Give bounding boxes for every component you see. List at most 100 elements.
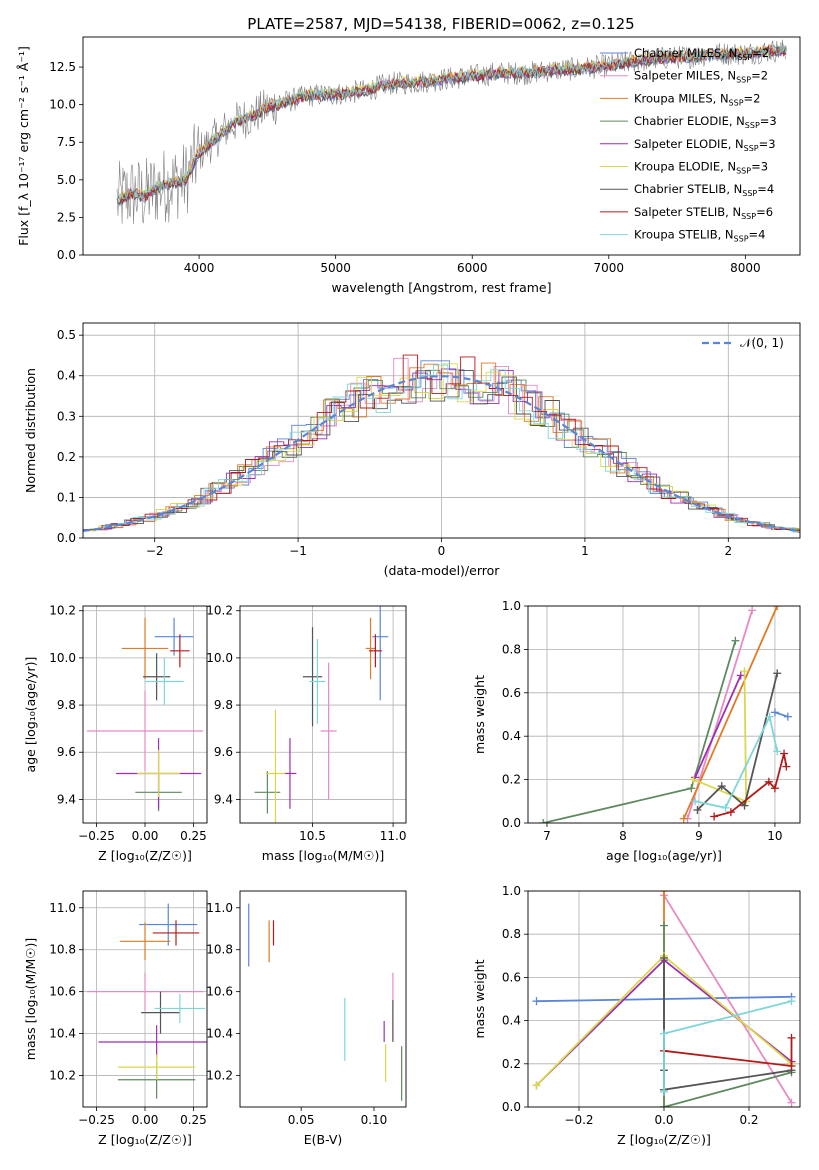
series-line [682,606,779,820]
error-bar-chabrier-stelib [143,653,171,701]
y-tick-label: 0.0 [57,531,76,545]
y-tick-label: 0.4 [57,369,76,383]
x-tick-label: 9 [695,829,703,843]
error-bar-salpeter-miles [320,662,337,800]
x-tick-label: 6000 [457,261,488,275]
plot-area [248,903,403,1101]
plot-area [86,903,207,1099]
axes-frame [82,322,801,539]
x-tick-label: 0.25 [180,829,207,843]
x-tick-label: 0 [438,544,446,558]
axes-age_vs_Z: −0.25 0.00 0.25 9.4 9.6 9.8 10.0 10.2 Z [log₁₀(Z… [23,604,208,863]
legend-label: Salpeter STELIB, NSSP=6 [634,205,773,221]
error-bar-kroupa-elodie [117,1054,196,1080]
y-tick-label: 11.0 [49,901,76,915]
x-axis-label: Z [log₁₀(Z/Z☉)] [98,1132,192,1147]
legend-label: Salpeter ELODIE, NSSP=3 [634,137,776,153]
y-tick-label: 0.4 [502,1014,521,1028]
legend-label: Chabrier MILES, NSSP=2 [634,46,769,62]
model-spectrum-kroupa-stelib [116,43,787,203]
histogram-kroupa-stelib [89,364,800,533]
y-tick-label: 0.4 [502,729,521,743]
ticks: 10.5 11.0 9.4 9.6 9.8 10.0 10.2 [206,604,406,843]
y-tick-label: 10.0 [206,651,233,665]
series-kroupa-stelib [660,997,796,1096]
y-tick-label: 10.2 [49,604,76,618]
plot-area [539,606,792,823]
x-tick-label: 5000 [320,261,351,275]
y-axis-label: age [log₁₀(age/yr)] [23,657,38,773]
axes-frame [527,890,801,1108]
y-tick-label: 0.0 [502,816,521,830]
error-bar-salpeter-elodie [283,738,297,809]
error-bar-chabrier-stelib [302,627,323,727]
histogram-kroupa-elodie [84,363,800,531]
plot-area [86,617,204,812]
y-tick-label: 0.6 [502,970,521,984]
axes-frame [527,605,801,824]
axes-frame [82,36,801,256]
y-tick-label: 9.6 [57,745,76,759]
spectrum-legend: Chabrier MILES, NSSP=2 Salpeter MILES, NS… [600,46,777,244]
y-tick-label: 2.5 [57,210,76,224]
series-line [694,675,742,778]
series-line [663,894,793,1104]
y-axis-label: Normed distribution [23,368,38,493]
error-bar-kroupa-stelib [154,993,206,1024]
y-axis-label: Flux [f_λ 10⁻¹⁷ erg cm⁻² s⁻¹ Å⁻¹] [16,46,31,246]
series-line [695,713,779,809]
axes-frame [239,890,407,1108]
y-tick-label: 9.6 [214,745,233,759]
y-tick-label: 10.0 [49,651,76,665]
y-tick-label: 0.8 [502,927,521,941]
x-tick-label: −0.25 [78,1113,115,1127]
legend-label: Chabrier STELIB, NSSP=4 [634,182,774,198]
plot-area [83,354,800,533]
x-tick-label: 0.10 [361,1113,388,1127]
x-axis-label: E(B-V) [304,1132,343,1147]
x-axis-label: wavelength [Angstrom, rest frame] [331,280,551,295]
axes-frame [82,890,208,1108]
error-bar-kroupa-elodie [265,709,286,823]
x-tick-label: 8 [619,829,627,843]
axes-residuals: −2 −1 0 1 2 0.0 0.1 0.2 0.3 0.4 0.5 (data-model)/er… [23,322,801,578]
error-bar-kroupa-stelib [309,639,326,724]
y-tick-label: 9.8 [57,698,76,712]
series-line [696,673,779,811]
y-tick-label: 0.2 [57,450,76,464]
y-tick-label: 10.8 [206,943,233,957]
series-chabrier-elodie [539,636,740,823]
ticks: 0.05 0.10 10.2 10.4 10.6 10.8 11.0 [206,901,387,1127]
y-tick-label: 9.4 [214,792,233,806]
y-tick-label: 9.8 [214,698,233,712]
axes-spectrum: 4000 5000 6000 7000 8000 0.0 2.5 5.0 7.5 10.0 12.5… [16,36,801,295]
x-axis-label: Z [log₁₀(Z/Z☉)] [98,848,192,863]
error-bar-salpeter-stelib [152,920,200,946]
x-tick-label: 11.0 [380,829,407,843]
x-tick-label: 7 [543,829,551,843]
y-tick-label: 0.8 [502,642,521,656]
x-axis-label: age [log₁₀(age/yr)] [606,848,722,863]
legend-label: Chabrier ELODIE, NSSP=3 [634,114,777,130]
series-salpeter-elodie [691,671,745,782]
y-tick-label: 0.5 [57,328,76,342]
legend-label: Kroupa ELODIE, NSSP=3 [634,160,768,176]
error-bar-chabrier-stelib [141,991,180,1034]
y-tick-label: 10.0 [49,98,76,112]
x-tick-label: 4000 [184,261,215,275]
series-kroupa-miles [679,606,782,823]
axes-massweight_vs_age: 7 8 9 10 0.0 0.2 0.4 0.6 0.8 1.0 age [log₁₀(age/yr… [472,599,801,863]
series-chabrier-miles [770,708,792,721]
error-bar-salpeter-miles [86,972,204,1011]
axes-mass_vs_Z: −0.25 0.00 0.25 10.2 10.4 10.6 10.8 11.0 Z [log₁… [23,890,208,1147]
x-tick-label: −0.2 [564,1113,593,1127]
y-axis-label: mass [log₁₀(M/M☉)] [23,938,38,1060]
x-axis-label: Z [log₁₀(Z/Z☉)] [617,1132,711,1147]
plot-area [116,39,787,225]
ticks: 4000 5000 6000 7000 8000 0.0 2.5 5.0 7.5 10.0 12.5 [49,60,760,275]
y-tick-label: 0.3 [57,409,76,423]
axes-age_vs_mass: 10.5 11.0 9.4 9.6 9.8 10.0 10.2 mass [log₁₀(M/M… [206,604,406,863]
error-bar-chabrier-miles [139,903,198,946]
error-bar-kroupa-miles [119,922,171,961]
